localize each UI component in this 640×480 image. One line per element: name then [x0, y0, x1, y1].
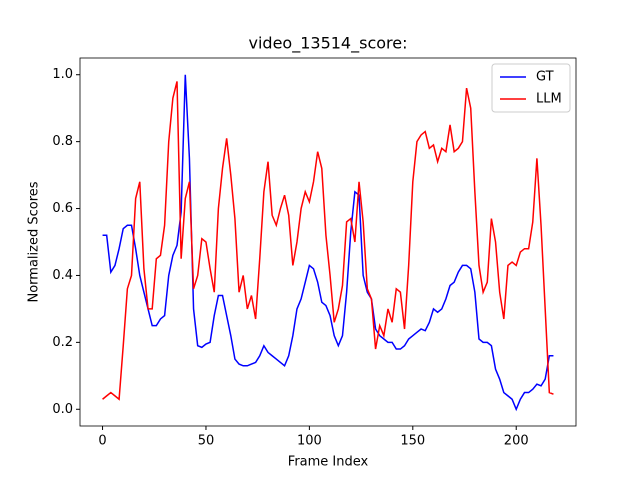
plot-frame — [79, 57, 577, 427]
x-tick-label: 200 — [504, 434, 529, 449]
legend-label: LLM — [536, 92, 562, 107]
x-tick-label: 150 — [400, 434, 425, 449]
y-axis-label: Normalized Scores — [27, 181, 42, 302]
x-axis-label: Frame Index — [288, 455, 369, 470]
y-tick-label: 0.6 — [52, 201, 73, 216]
line-series — [102, 81, 554, 401]
legend-box — [491, 63, 571, 113]
y-tick-label: 0.8 — [52, 134, 73, 149]
y-tick-label: 1.0 — [52, 67, 73, 82]
chart-title: video_13514_score: — [249, 34, 408, 54]
x-tick-label: 0 — [98, 434, 106, 449]
legend-label: GT — [536, 70, 554, 85]
y-tick-label: 0.0 — [52, 402, 73, 417]
y-tick-label: 0.4 — [52, 268, 73, 283]
line-series — [102, 74, 554, 412]
y-tick-label: 0.2 — [52, 335, 73, 350]
x-tick-label: 100 — [297, 434, 322, 449]
x-tick-label: 50 — [198, 434, 215, 449]
